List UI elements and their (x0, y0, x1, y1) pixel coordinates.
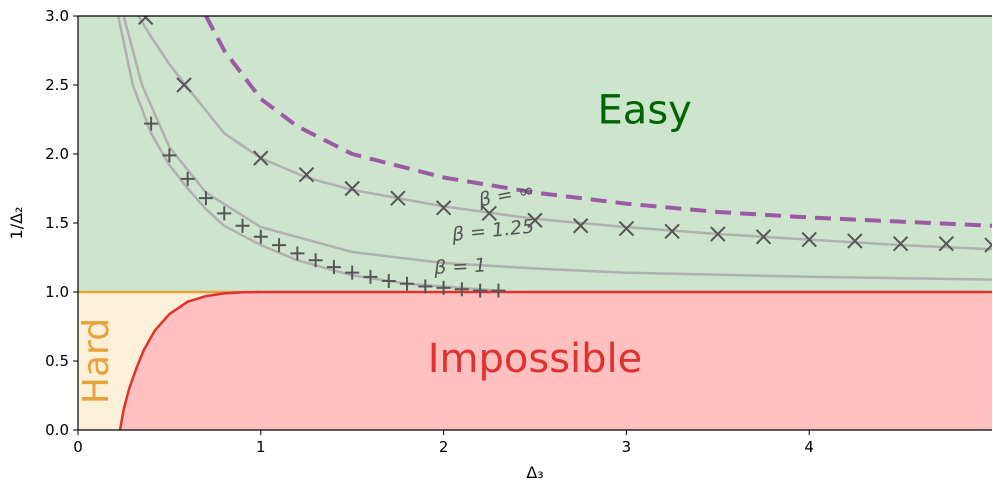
cross-marker (572, 218, 589, 234)
cross-marker (938, 235, 955, 252)
plus-marker (217, 206, 232, 221)
plus-marker (454, 282, 469, 297)
cross-marker (253, 150, 269, 166)
x-axis-label: Δ₃ (526, 463, 543, 482)
easy-region (78, 16, 992, 292)
plus-marker (473, 283, 488, 298)
beta-curve-0 (116, 16, 499, 292)
y-axis-label: 1/Δ₂ (7, 207, 26, 240)
y-tick-label: 3.0 (45, 7, 69, 25)
plus-marker (272, 238, 287, 253)
plus-marker (144, 116, 159, 131)
cross-marker (527, 212, 543, 228)
cross-marker (801, 231, 817, 248)
cross-marker (710, 226, 726, 242)
cross-marker (176, 77, 192, 93)
plus-marker (326, 260, 341, 275)
cross-marker (390, 190, 406, 206)
impossible-boundary-line (118, 290, 992, 430)
y-tick-label: 2.5 (45, 76, 69, 94)
dashed-bound-curve (204, 16, 992, 228)
plus-marker (436, 280, 451, 295)
cross-marker (344, 180, 360, 197)
impossible-region (120, 292, 992, 430)
plus-marker (308, 253, 323, 268)
cross-marker (755, 229, 772, 245)
y-tick-label: 0.0 (45, 421, 69, 439)
beta-curve-1 (122, 16, 992, 281)
curve-annotation-2: β = 1 (433, 254, 487, 279)
cross-marker (137, 16, 154, 26)
plus-marker (253, 229, 268, 244)
easy-label: Easy (598, 88, 692, 134)
plus-marker (400, 276, 415, 291)
plus-marker (363, 269, 378, 284)
x-tick-label: 0 (73, 438, 83, 456)
plus-marker (290, 246, 305, 261)
plus-marker (198, 191, 213, 206)
cross-marker (664, 223, 680, 239)
y-tick-label: 0.5 (45, 352, 69, 370)
hard-label: Hard (76, 318, 117, 404)
cross-marker (892, 235, 909, 252)
plus-marker (235, 218, 250, 233)
cross-marker (984, 237, 992, 253)
y-tick-label: 2.0 (45, 145, 69, 163)
y-tick-label: 1.0 (45, 283, 69, 301)
cross-marker (298, 166, 315, 183)
regions-layer (78, 16, 992, 430)
x-tick-label: 4 (804, 438, 814, 456)
x-tick-label: 2 (439, 438, 449, 456)
y-tick-label: 1.5 (45, 214, 69, 232)
x-tick-label: 1 (256, 438, 266, 456)
plus-marker (381, 273, 396, 288)
impossible-label: Impossible (428, 336, 643, 382)
plus-marker (180, 171, 195, 186)
axes-layer: 0 1 2 3 4 0.0 0.5 1.0 1.5 2.0 2.5 3.0 Δ₃ 1/Δ₂ (7, 7, 992, 482)
x-tick-label: 3 (622, 438, 632, 456)
markers-layer (137, 16, 992, 298)
plus-marker (491, 283, 506, 298)
cross-marker (481, 205, 498, 222)
cross-marker (435, 200, 452, 216)
plus-marker (418, 279, 433, 294)
plus-marker (162, 148, 177, 163)
cross-marker (618, 220, 635, 237)
plus-marker (345, 265, 360, 280)
cross-marker (847, 233, 863, 249)
